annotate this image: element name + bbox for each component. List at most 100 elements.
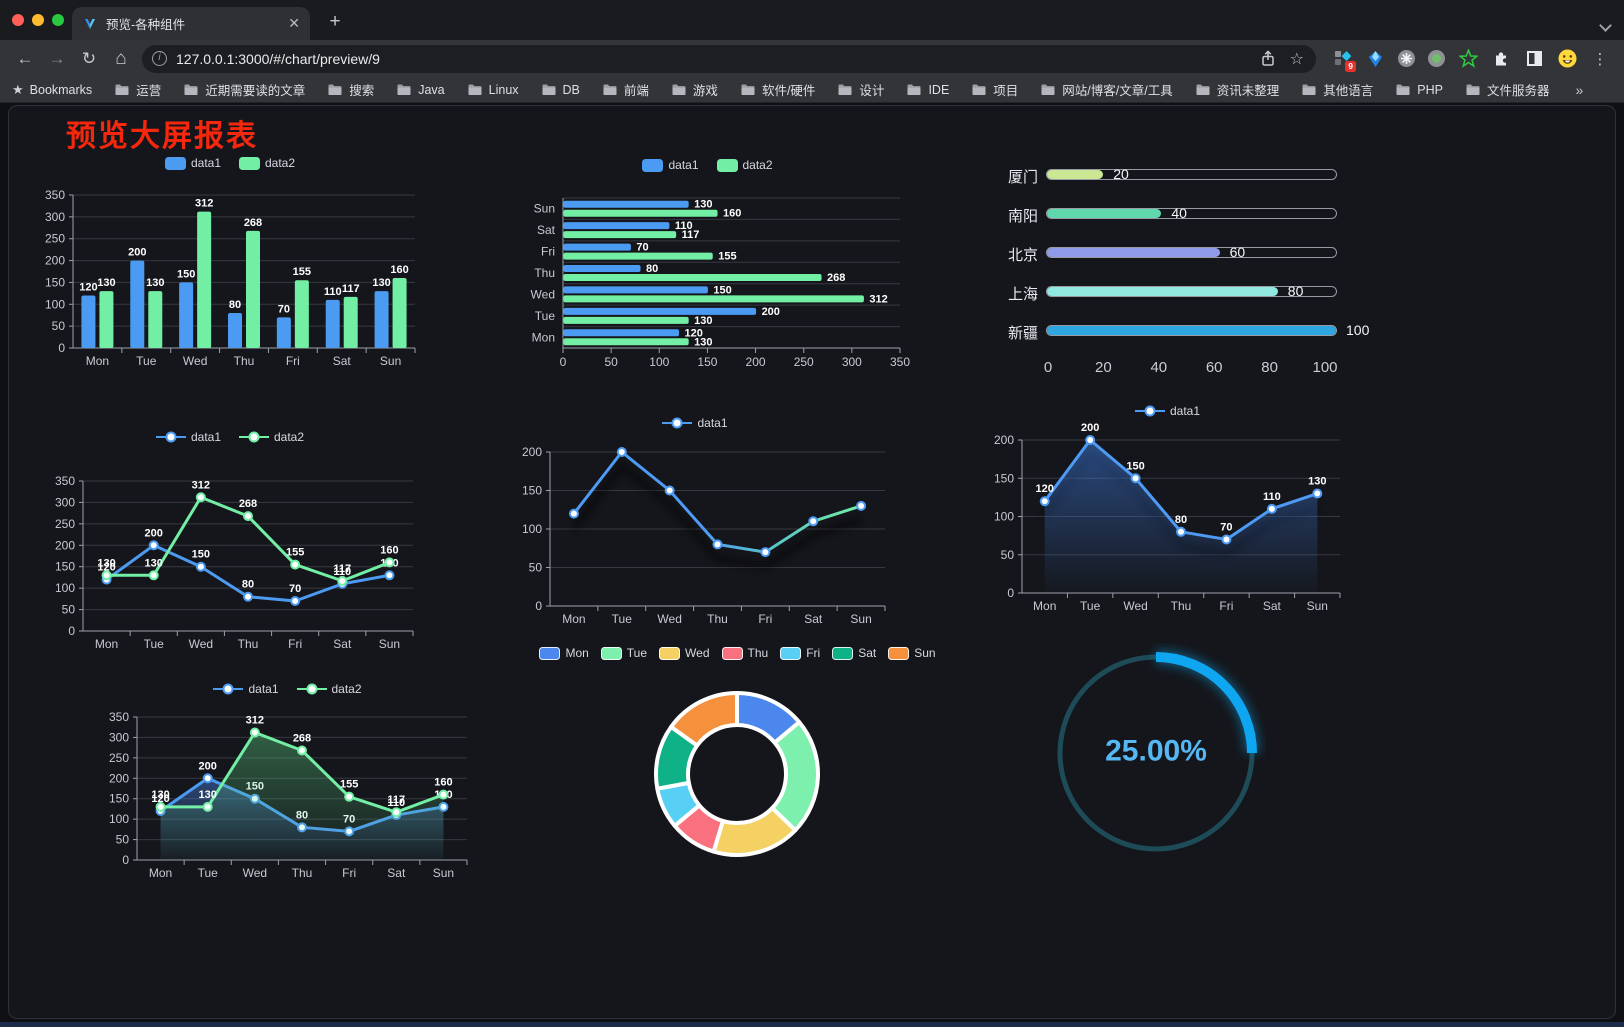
svg-text:268: 268 [239,498,257,510]
tab-close-icon[interactable]: ✕ [288,15,300,31]
legend-item-Thu[interactable]: Thu [721,646,768,660]
legend-item-data1[interactable]: data1 [155,430,221,444]
extension-green-star-icon[interactable] [1458,49,1478,69]
bookmark-folder-item[interactable]: 前端 [602,80,649,99]
extension-snowflake-icon[interactable] [1398,50,1415,67]
legend-item-data1[interactable]: data1 [662,416,728,430]
chart-legend: data1 [495,416,895,430]
svg-text:Mon: Mon [532,330,555,344]
bookmark-folder-item[interactable]: Linux [467,83,519,97]
extension-grid-icon[interactable]: 9 [1332,49,1356,72]
folder-icon [972,84,986,95]
folder-icon [1396,84,1410,95]
legend-item-data1[interactable]: data1 [642,158,699,172]
menu-kebab-icon[interactable]: ⋮ [1592,50,1608,68]
bookmark-folder-item[interactable]: 其他语言 [1301,80,1373,99]
svg-text:150: 150 [177,268,195,280]
bookmark-folder-item[interactable]: 设计 [837,80,884,99]
close-window-button[interactable] [12,14,24,26]
legend-item-Wed[interactable]: Wed [659,646,710,660]
minimize-window-button[interactable] [32,14,44,26]
svg-text:200: 200 [1081,422,1099,434]
extension-gem-icon[interactable] [1365,49,1385,69]
bar [563,316,689,324]
forward-button[interactable]: → [48,48,66,68]
legend-item-Sun[interactable]: Sun [888,646,936,660]
legend-item-data2[interactable]: data2 [239,430,304,444]
bar [563,243,631,251]
svg-text:312: 312 [192,479,210,491]
folder-icon [1466,84,1480,95]
address-bar[interactable]: i 127.0.0.1:3000/#/chart/preview/9 ☆ [142,44,1316,73]
svg-text:200: 200 [45,254,65,268]
bookmark-folder-item[interactable]: 项目 [971,80,1018,99]
svg-text:130: 130 [199,789,217,801]
bookmarks-manager-item[interactable]: ★ Bookmarks [12,81,93,97]
legend-item-data1[interactable]: data1 [1134,404,1200,418]
extension-green-dot-icon[interactable] [1428,50,1445,67]
folder-icon [672,84,686,95]
bookmark-folder-item[interactable]: 运营 [114,80,161,99]
svg-text:0: 0 [68,624,75,638]
axis-tick: 100 [1312,359,1338,376]
axis-tick: 0 [1043,359,1053,376]
bookmark-folder-item[interactable]: Java [396,83,445,97]
svg-text:250: 250 [45,232,65,246]
bookmark-folder-item[interactable]: DB [541,83,580,97]
url-text[interactable]: 127.0.0.1:3000/#/chart/preview/9 [176,50,380,67]
bookmark-folder-item[interactable]: IDE [906,83,949,97]
svg-text:Wed: Wed [189,637,213,651]
legend-item-Tue[interactable]: Tue [600,646,647,660]
dark-mode-square-icon[interactable] [1524,49,1544,69]
reload-button[interactable]: ↻ [81,48,97,68]
share-icon[interactable] [1260,50,1276,67]
svg-text:200: 200 [994,433,1014,447]
data-point [243,591,253,602]
legend-item-Mon[interactable]: Mon [539,646,589,660]
bookmark-folder-item[interactable]: 软件/硬件 [740,80,815,99]
bookmark-folder-item[interactable]: 搜索 [327,80,374,99]
bookmark-folder-item[interactable]: 近期需要读的文章 [183,80,305,99]
svg-text:312: 312 [869,293,887,305]
svg-text:Sun: Sun [534,202,555,216]
home-button[interactable]: ⌂ [115,47,127,69]
bookmark-folder-item[interactable]: 资讯未整理 [1195,80,1279,99]
bookmark-folder-item[interactable]: 网站/博客/文章/工具 [1040,80,1173,99]
svg-text:120: 120 [79,282,97,294]
svg-text:110: 110 [333,566,351,578]
legend-item-data2[interactable]: data2 [296,682,362,696]
legend-item-Sat[interactable]: Sat [832,646,876,660]
svg-text:Tue: Tue [612,612,633,626]
svg-text:130: 130 [145,557,163,569]
bookmark-star-icon[interactable]: ☆ [1289,50,1304,68]
folder-icon [468,84,482,95]
bookmarks-bar: ★ Bookmarks 运营 近期需要读的文章 搜索 Java Linux DB 前端 游戏 软… [0,77,1624,103]
legend-item-Fri[interactable]: Fri [780,646,820,660]
legend-item-data1[interactable]: data1 [164,156,221,170]
extensions-puzzle-icon[interactable] [1491,49,1511,69]
tabstrip-chevron-down-icon[interactable] [1599,19,1612,32]
site-info-icon[interactable]: i [152,51,167,66]
svg-text:Fri: Fri [288,637,302,651]
pie-slice-Sun[interactable] [669,691,739,748]
new-tab-button[interactable]: + [329,11,341,32]
bookmark-folder-item[interactable]: 游戏 [671,80,718,99]
progress-label: 厦门 [1007,169,1038,186]
legend-item-data2[interactable]: data2 [716,158,773,172]
progress-fill [1047,209,1162,218]
bar [563,222,670,230]
bookmark-folder-item[interactable]: 文件服务器 [1465,80,1549,99]
back-button[interactable]: ← [16,48,34,68]
progress-value: 60 [1229,244,1246,260]
bookmark-folder-item[interactable]: PHP [1395,83,1443,97]
legend-item-data2[interactable]: data2 [239,156,295,170]
bar [99,291,114,348]
profile-emoji-icon[interactable] [1557,49,1577,69]
window-bottom-edge [0,1022,1624,1027]
dashboard-panel [8,105,1616,1019]
legend-item-data1[interactable]: data1 [213,682,279,696]
browser-tab[interactable]: 预览-各种组件 ✕ [72,7,310,40]
svg-text:150: 150 [713,284,731,296]
zoom-window-button[interactable] [52,14,64,26]
bookmarks-overflow-chevron[interactable]: » [1575,81,1584,98]
